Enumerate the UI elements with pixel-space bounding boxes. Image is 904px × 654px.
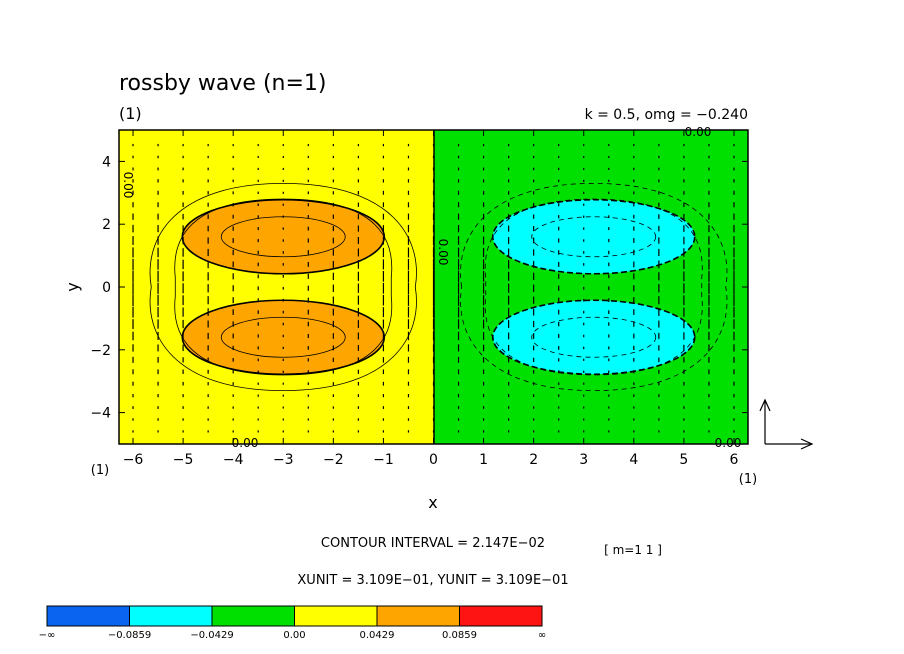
shade-negative-upper <box>491 198 696 275</box>
contour-label-center: 0.00 <box>436 239 450 266</box>
colorbar-label: ∞ <box>538 630 546 641</box>
contour-label-left: 0.00 <box>121 172 135 199</box>
chart-subtitle-right: k = 0.5, omg = −0.240 <box>585 107 748 123</box>
x-tick-label: 5 <box>679 452 688 468</box>
corner-label-right: (1) <box>739 472 757 487</box>
x-tick-label: −2 <box>323 452 344 468</box>
contour-label-bottom-left: 0.00 <box>232 436 259 450</box>
y-tick-label: −2 <box>90 343 111 359</box>
m-text: [ m=1 1 ] <box>604 543 662 557</box>
x-tick-label: −1 <box>373 452 394 468</box>
x-tick-label: −6 <box>123 452 144 468</box>
x-tick-label: 6 <box>730 452 739 468</box>
chart-subtitle-left: (1) <box>119 104 142 123</box>
colorbar-label: 0.0859 <box>442 630 477 641</box>
contour-label-bottom-right: 0.00 <box>715 436 742 450</box>
colorbar-swatch <box>376 605 460 627</box>
shade-negative-lower <box>491 299 696 376</box>
colorbar-label: −0.0859 <box>108 630 151 641</box>
colorbar-label: 0.00 <box>283 630 305 641</box>
contour-interval-text: CONTOUR INTERVAL = 2.147E−02 <box>321 536 545 551</box>
y-tick-label: −4 <box>90 406 111 422</box>
reference-vector-icon <box>759 398 814 450</box>
x-tick-label: −4 <box>223 452 244 468</box>
colorbar-label: 0.0429 <box>360 630 395 641</box>
colorbar-swatch <box>459 605 543 627</box>
x-tick-label: 1 <box>479 452 488 468</box>
y-axis-label: y <box>63 282 82 291</box>
colorbar-swatch <box>294 605 378 627</box>
contour-outer <box>460 182 728 392</box>
y-tick-label: 4 <box>102 154 111 170</box>
contour-inner <box>531 316 657 358</box>
x-tick-label: 4 <box>629 452 638 468</box>
chart-title: rossby wave (n=1) <box>119 71 327 96</box>
plot-area <box>119 130 748 444</box>
colorbar-swatch <box>211 605 295 627</box>
region-positive-background <box>119 130 434 444</box>
contour-outer <box>149 182 417 392</box>
contour-middle <box>484 198 703 376</box>
y-tick-label: 0 <box>102 280 111 296</box>
x-axis-label: x <box>428 493 437 512</box>
x-tick-label: 0 <box>429 452 438 468</box>
unit-text: XUNIT = 3.109E−01, YUNIT = 3.109E−01 <box>297 573 568 588</box>
x-tick-label: −3 <box>273 452 294 468</box>
colorbar-label: −0.0429 <box>190 630 233 641</box>
colorbar: −∞ −0.0859 −0.0429 0.00 0.0429 0.0859 ∞ <box>39 605 546 641</box>
region-negative-background <box>434 130 748 444</box>
colorbar-label: −∞ <box>39 630 56 641</box>
corner-label-left: (1) <box>91 463 109 478</box>
contour-inner <box>531 216 657 258</box>
x-tick-label: −5 <box>173 452 194 468</box>
y-tick-label: 2 <box>102 217 111 233</box>
colorbar-swatch <box>46 605 130 627</box>
x-tick-label: 3 <box>579 452 588 468</box>
contour-inner <box>220 316 346 358</box>
x-tick-label: 2 <box>529 452 538 468</box>
colorbar-swatch <box>129 605 213 627</box>
contour-label-top-right: 0.00 <box>685 125 712 139</box>
